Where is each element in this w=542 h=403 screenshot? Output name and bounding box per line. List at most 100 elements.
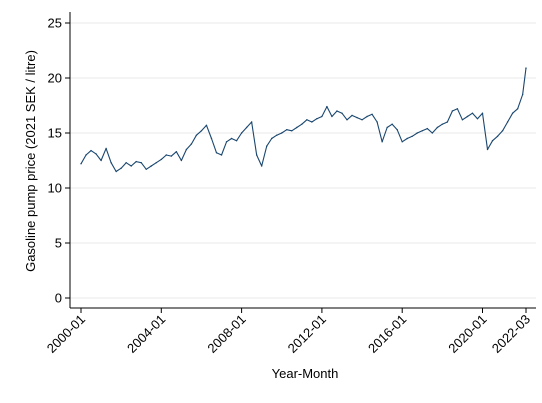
data-point [311, 121, 313, 123]
data-point [205, 124, 208, 127]
y-tick-label: 15 [48, 126, 62, 141]
data-point [210, 137, 213, 140]
data-point [486, 148, 489, 151]
gridlines [70, 22, 536, 299]
data-point [451, 110, 454, 112]
data-point [376, 121, 378, 123]
data-point [441, 123, 444, 125]
data-point [316, 118, 318, 120]
data-point [491, 140, 494, 142]
data-point [416, 132, 418, 134]
data-point [235, 140, 238, 142]
data-point [155, 162, 157, 164]
series-group [80, 67, 527, 173]
data-point [130, 165, 132, 167]
data-point [331, 115, 333, 118]
data-point [351, 114, 353, 117]
data-point [245, 126, 248, 129]
data-point [525, 67, 527, 69]
data-point [125, 162, 127, 164]
data-point [406, 137, 408, 140]
data-point [446, 121, 449, 123]
data-point [190, 143, 193, 145]
data-point [521, 93, 524, 96]
data-point [115, 170, 117, 173]
data-point [85, 154, 87, 156]
data-point [170, 155, 173, 157]
y-tick-label: 25 [48, 16, 62, 31]
data-point [135, 160, 137, 163]
data-point [160, 158, 162, 161]
data-point [250, 121, 253, 123]
data-point [381, 141, 383, 143]
data-point [296, 126, 298, 129]
data-point [436, 126, 439, 129]
data-point [291, 130, 293, 132]
data-point [180, 159, 183, 162]
data-point [476, 118, 479, 120]
data-point [326, 105, 328, 108]
data-point [346, 119, 348, 121]
data-point [185, 148, 188, 151]
data-point [411, 135, 413, 137]
data-point [120, 167, 122, 169]
data-point [516, 108, 519, 110]
data-point [421, 130, 423, 132]
data-point [431, 132, 434, 134]
data-point [225, 141, 228, 143]
data-point [301, 123, 303, 125]
data-point [501, 130, 504, 132]
data-point [266, 145, 268, 147]
data-point [286, 129, 288, 131]
x-axis-title: Year-Month [272, 366, 339, 381]
data-point [145, 168, 147, 170]
data-point [105, 147, 107, 150]
data-point [281, 132, 283, 134]
data-point [426, 127, 428, 130]
data-point [361, 119, 363, 121]
data-point [466, 115, 469, 118]
data-point [511, 112, 514, 114]
data-point [386, 126, 388, 129]
data-point [165, 154, 168, 156]
data-point [80, 163, 82, 165]
data-point [481, 112, 484, 114]
data-point [506, 121, 509, 123]
data-point [215, 152, 218, 154]
data-point [371, 113, 373, 116]
data-point [150, 165, 152, 167]
data-point [461, 119, 464, 121]
data-point [336, 110, 338, 112]
data-point [220, 154, 223, 156]
data-point [321, 115, 323, 118]
y-axis-title: Gasoline pump price (2021 SEK / litre) [23, 50, 38, 272]
data-point [110, 162, 112, 164]
data-point [230, 137, 233, 140]
data-point [195, 134, 198, 136]
y-tick-label: 10 [48, 181, 62, 196]
y-tick-label: 5 [55, 236, 62, 251]
data-point [175, 151, 178, 153]
data-point [356, 116, 358, 119]
data-point [260, 165, 263, 167]
data-point [255, 154, 258, 156]
data-point [366, 115, 368, 118]
data-point [240, 132, 243, 134]
data-point [401, 141, 403, 143]
data-point [90, 149, 92, 152]
data-point [341, 112, 343, 114]
data-point [471, 112, 474, 114]
data-point [140, 162, 142, 164]
data-point [496, 135, 499, 137]
y-tick-label: 20 [48, 71, 62, 86]
y-tick-label: 0 [55, 291, 62, 306]
series-line [80, 68, 527, 173]
data-point [276, 134, 278, 136]
data-point [200, 130, 203, 132]
data-point [271, 137, 273, 140]
data-point [306, 119, 308, 121]
data-point [396, 129, 398, 131]
data-point [95, 153, 97, 155]
